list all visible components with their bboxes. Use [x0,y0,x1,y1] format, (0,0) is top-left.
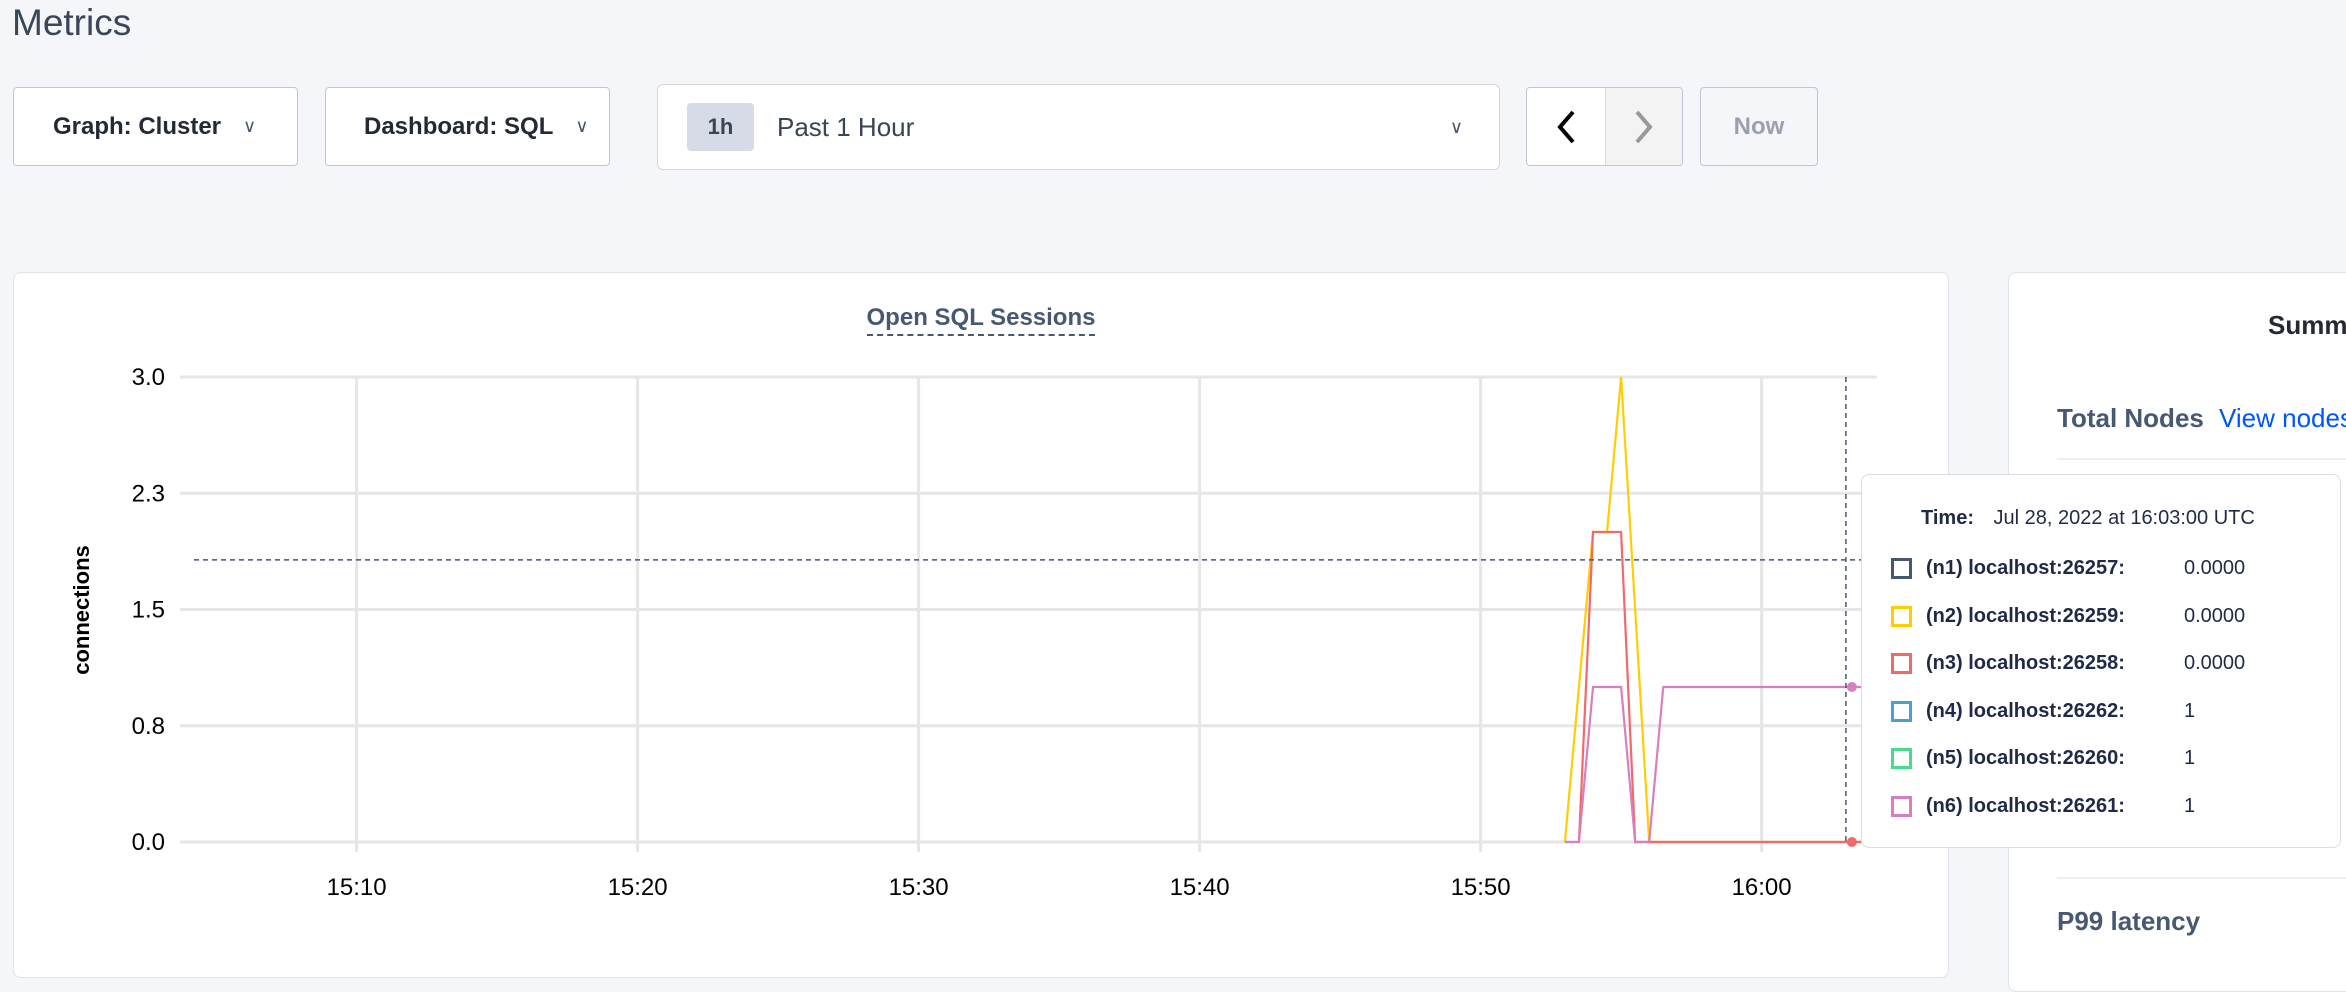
graph-dropdown[interactable]: Graph: Cluster ∨ [13,87,298,166]
time-range-badge: 1h [687,103,754,151]
y-tick-label: 0.0 [132,829,165,856]
chevron-down-icon: ∨ [575,116,589,136]
tooltip-series-name: (n4) localhost:26262: [1926,699,2125,722]
chart-tooltip: Time: Jul 28, 2022 at 16:03:00 UTC (n1) … [1861,474,2341,848]
series-swatch-icon [1891,795,1912,817]
divider [2057,877,2346,879]
hover-point [1846,837,1857,847]
series-line [1577,530,1874,844]
tooltip-series-value: 0.0000 [2184,652,2246,674]
x-tick-label: 15:10 [327,874,387,901]
series-swatch-icon [1891,605,1912,627]
tooltip-series-value: 0.0000 [2184,604,2246,627]
x-tick-label: 16:00 [1732,874,1792,901]
tooltip-row: (n4) localhost:26262: 1 [1891,700,2195,723]
p99-latency-label: P99 latency [2057,906,2201,936]
graph-dropdown-label: Graph: Cluster [53,112,222,140]
tooltip-time-value: Jul 28, 2022 at 16:03:00 UTC [1993,507,2255,529]
chart-title-wrap: Open SQL Sessions [0,304,1962,336]
total-nodes-label: Total Nodes [2057,403,2204,433]
summary-title: Summ [2268,310,2346,340]
tooltip-series-name: (n6) localhost:26261: [1926,794,2125,817]
x-tick-label: 15:40 [1170,874,1230,901]
chevron-left-icon [1557,110,1575,143]
chart-plot[interactable]: 15:10 15:20 15:30 15:40 15:50 16:00 0.0 0.8 1.5 2… [0,0,1962,978]
y-tick-label: 0.8 [132,713,165,740]
previous-button[interactable] [1527,88,1606,165]
tooltip-series-value: 1 [2184,794,2196,817]
dashboard-dropdown-label: Dashboard: SQL [364,112,554,140]
time-nav-group [1526,87,1683,166]
series-swatch-icon [1891,558,1912,579]
dashboard-dropdown[interactable]: Dashboard: SQL ∨ [325,87,610,166]
x-tick-label: 15:30 [889,874,949,901]
tooltip-series-value: 1 [2184,747,2196,769]
y-tick-label: 1.5 [132,597,165,624]
series-swatch-icon [1891,700,1912,722]
y-tick-label: 3.0 [132,364,165,391]
tooltip-series-value: 1 [2184,699,2196,722]
series-swatch-icon [1891,748,1912,769]
tooltip-row: (n2) localhost:26259: 0.0000 [1891,605,2245,628]
tooltip-row: (n3) localhost:26258: 0.0000 [1891,652,2245,675]
tooltip-time: Time: Jul 28, 2022 at 16:03:00 UTC [1921,507,2255,530]
page-title: Metrics [12,2,132,43]
tooltip-series-value: 0.0000 [2184,557,2246,579]
chevron-down-icon: ∨ [1449,116,1463,137]
chevron-right-icon [1635,110,1653,143]
time-range-dropdown[interactable]: 1h Past 1 Hour ∨ [657,84,1500,170]
series-swatch-icon [1891,653,1912,674]
tooltip-series-name: (n3) localhost:26258: [1926,652,2125,674]
next-button[interactable] [1606,88,1682,165]
divider [2057,458,2346,460]
x-tick-label: 15:50 [1451,874,1511,901]
y-tick-label: 2.3 [132,480,165,507]
now-button[interactable]: Now [1700,87,1818,166]
view-nodes-link[interactable]: View nodes [2219,403,2346,433]
tooltip-row: (n1) localhost:26257: 0.0000 [1891,557,2245,580]
hover-point [1846,682,1857,692]
chart-title[interactable]: Open SQL Sessions [866,304,1096,336]
x-tick-label: 15:20 [608,874,668,901]
tooltip-series-name: (n2) localhost:26259: [1926,604,2125,627]
series-line [1564,685,1874,844]
tooltip-time-label: Time: [1921,507,1974,529]
time-range-label: Past 1 Hour [777,111,915,142]
now-label: Now [1733,112,1785,140]
tooltip-series-name: (n5) localhost:26260: [1926,747,2125,769]
tooltip-row: (n6) localhost:26261: 1 [1891,795,2195,818]
tooltip-row: (n5) localhost:26260: 1 [1891,747,2195,770]
chevron-down-icon: ∨ [243,116,257,136]
tooltip-series-name: (n1) localhost:26257: [1926,557,2125,579]
